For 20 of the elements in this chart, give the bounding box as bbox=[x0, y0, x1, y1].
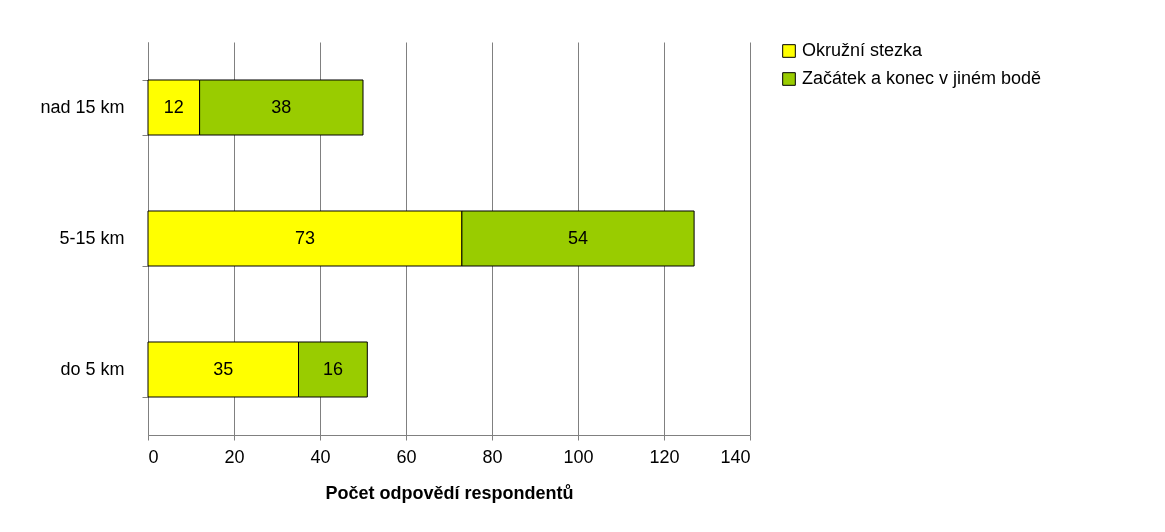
data-label: 16 bbox=[322, 358, 343, 379]
y-tick-label: nad 15 km bbox=[40, 97, 125, 117]
x-tick-label: 0 bbox=[148, 446, 159, 467]
legend-label: Začátek a konec v jiném bodě bbox=[802, 68, 1042, 88]
x-tick-label: 40 bbox=[310, 446, 331, 467]
x-tick-label: 120 bbox=[649, 446, 680, 467]
x-tick-label: 80 bbox=[482, 446, 503, 467]
data-label: 73 bbox=[294, 227, 315, 248]
x-axis-title: Počet odpovědí respondentů bbox=[325, 482, 574, 503]
x-tick-label: 140 bbox=[720, 446, 751, 467]
legend-label: Okružní stezka bbox=[802, 40, 924, 60]
x-tick-label: 20 bbox=[224, 446, 245, 467]
x-tick-label: 60 bbox=[396, 446, 417, 467]
data-label: 12 bbox=[163, 96, 184, 117]
data-label: 35 bbox=[213, 358, 234, 379]
data-label: 38 bbox=[271, 96, 292, 117]
y-tick-label: do 5 km bbox=[60, 359, 125, 379]
y-tick-label: 5-15 km bbox=[59, 228, 125, 248]
data-label: 54 bbox=[567, 227, 589, 248]
x-tick-label: 100 bbox=[563, 446, 594, 467]
